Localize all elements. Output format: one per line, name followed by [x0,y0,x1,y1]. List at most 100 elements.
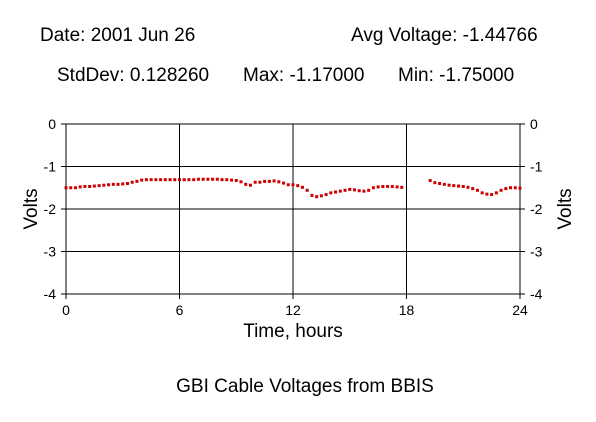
max-label: Max: -1.17000 [243,65,365,86]
data-point [248,183,252,187]
data-point [300,185,304,189]
data-point [267,179,271,183]
data-point [447,183,451,187]
data-point [187,178,191,182]
data-point [92,184,96,188]
data-point [121,182,125,186]
data-point [324,193,328,197]
data-point [461,184,465,188]
chart-title: GBI Cable Voltages from BBIS [176,376,434,397]
data-point [352,188,356,192]
data-point [201,177,205,181]
x-tick-label: 18 [399,302,415,318]
data-point [291,183,295,187]
x-axis-label: Time, hours [243,321,343,342]
data-point [400,185,404,189]
y-tick-label-left: -2 [44,201,57,217]
data-point [159,178,163,182]
data-point [272,179,276,183]
data-point [225,178,229,182]
data-point [163,178,167,182]
data-point [135,179,139,183]
data-point [220,178,224,182]
data-point [386,184,390,188]
y-tick-label-right: -3 [530,244,543,260]
data-point [367,188,371,192]
data-point [234,179,238,183]
x-tick-label: 12 [285,302,301,318]
data-point [348,187,352,191]
y-tick-label-right: 0 [530,116,538,132]
data-point [102,183,106,187]
data-point [338,189,342,193]
data-point [97,184,101,188]
y-tick-label-left: -3 [44,244,57,260]
data-point [485,192,489,196]
data-point [83,184,87,188]
data-point [381,184,385,188]
y-tick-label-left: -1 [44,159,57,175]
data-point [494,191,498,195]
data-point [371,186,375,190]
data-point [509,186,513,190]
data-point [428,179,432,183]
plot-frame [65,123,521,295]
data-point [471,187,475,191]
data-point [277,180,281,184]
grid-layer [66,124,520,294]
data-point [154,178,158,182]
x-tick-label: 6 [176,302,184,318]
data-point [196,177,200,181]
data-point [116,182,120,186]
data-point [178,178,181,182]
data-point [286,183,290,187]
y-tick-label-right: -1 [530,159,543,175]
data-point [315,195,319,199]
data-point [475,188,479,192]
data-point [282,181,286,185]
y-tick-label-left: -4 [44,286,57,302]
min-label: Min: -1.75000 [398,65,515,86]
data-point [362,189,366,193]
data-point [182,178,186,182]
data-point [107,183,111,187]
y-axis-label-right: Volts [555,188,576,229]
y-tick-label-right: -4 [530,286,543,302]
data-point [376,185,380,189]
data-point [144,178,148,182]
x-tick-label: 24 [512,302,528,318]
data-point [319,194,323,198]
data-point [499,188,503,192]
data-point [215,177,219,181]
data-point [88,184,92,188]
data-point [230,178,234,182]
x-tick-label: 0 [62,302,70,318]
data-point [78,185,82,189]
stddev-label: StdDev: 0.128260 [57,65,210,86]
data-point [140,178,144,182]
y-tick-label-right: -2 [530,201,543,217]
data-point [438,182,442,185]
data-point [490,193,494,197]
data-point [64,186,68,190]
data-point [244,182,248,186]
data-point [343,188,347,192]
y-axis-label-left: Volts [21,188,42,229]
data-point [263,179,267,183]
data-point [504,187,508,191]
data-point [390,184,394,188]
data-point [111,182,115,186]
data-point [168,178,172,182]
data-point [329,191,333,195]
date-label: Date: 2001 Jun 26 [40,25,196,46]
data-point [305,188,309,192]
data-point [253,180,257,184]
y-tick-label-left: 0 [48,116,56,132]
data-point [442,182,446,186]
tick-layer: 0 6 12 18 24 0 0 -1 -1 -2 -2 -3 -3 -4 -4 [44,116,543,318]
data-point [173,178,177,182]
data-point [192,178,196,182]
data-point [518,186,522,190]
data-point [334,190,338,194]
